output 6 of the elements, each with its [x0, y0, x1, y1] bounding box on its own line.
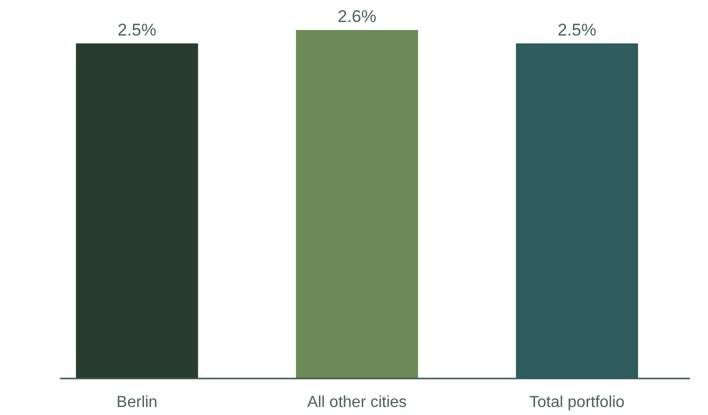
data-label: 2.6%: [338, 7, 376, 26]
data-label: 2.5%: [558, 20, 596, 40]
x-tick-label: Total portfolio: [529, 394, 625, 411]
data-label: 2.5%: [118, 20, 156, 40]
x-tick-label: All other cities: [307, 394, 407, 411]
x-tick-label: Berlin: [116, 394, 158, 411]
